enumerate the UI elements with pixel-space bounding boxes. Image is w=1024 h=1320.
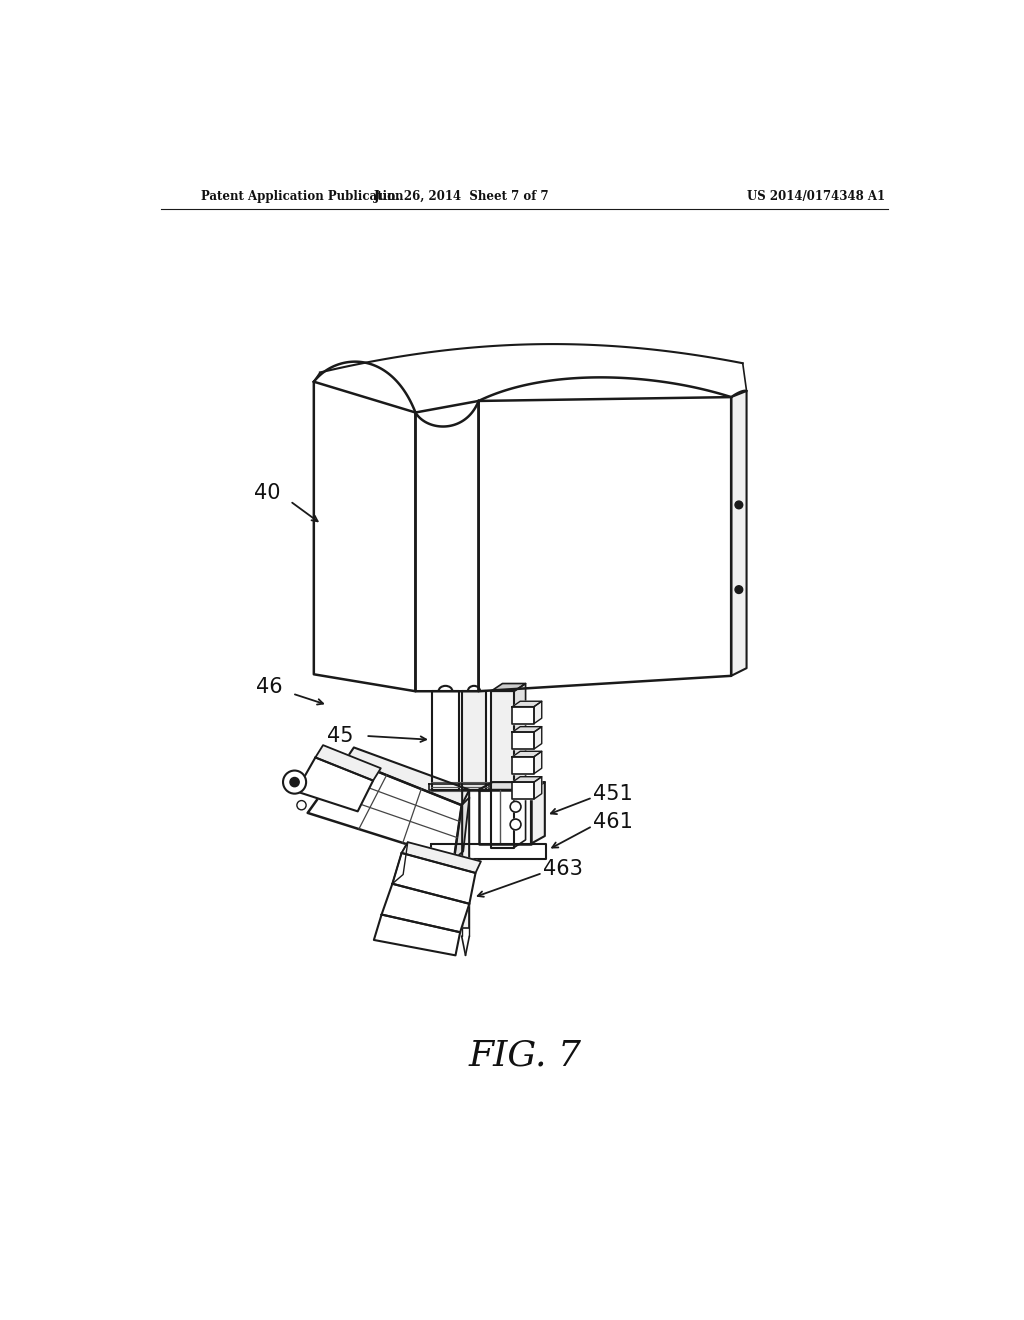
Circle shape (283, 771, 306, 793)
Polygon shape (490, 684, 525, 692)
Polygon shape (432, 692, 460, 789)
Polygon shape (512, 776, 542, 781)
Polygon shape (462, 692, 486, 789)
Polygon shape (512, 726, 542, 733)
Circle shape (735, 586, 742, 594)
Polygon shape (392, 853, 475, 904)
Polygon shape (374, 915, 460, 956)
Polygon shape (512, 781, 535, 799)
Polygon shape (478, 781, 545, 789)
Polygon shape (454, 797, 469, 859)
Polygon shape (512, 756, 535, 774)
Polygon shape (535, 751, 542, 774)
Polygon shape (462, 789, 469, 928)
Text: 45: 45 (328, 726, 354, 746)
Polygon shape (296, 758, 373, 812)
Polygon shape (514, 684, 525, 847)
Polygon shape (382, 884, 469, 932)
Text: 451: 451 (593, 784, 632, 804)
Circle shape (510, 818, 521, 830)
Polygon shape (478, 397, 731, 692)
Polygon shape (416, 401, 478, 692)
Polygon shape (315, 744, 381, 780)
Polygon shape (531, 781, 545, 843)
Polygon shape (512, 733, 535, 748)
Circle shape (735, 502, 742, 508)
Text: FIG. 7: FIG. 7 (468, 1039, 582, 1072)
Polygon shape (429, 784, 489, 789)
Polygon shape (392, 842, 408, 884)
Polygon shape (512, 701, 542, 706)
Text: Patent Application Publication: Patent Application Publication (202, 190, 403, 203)
Text: 46: 46 (256, 677, 283, 697)
Polygon shape (313, 381, 416, 692)
Text: 463: 463 (543, 859, 583, 879)
Polygon shape (512, 751, 542, 756)
Polygon shape (490, 692, 514, 847)
Polygon shape (512, 706, 535, 723)
Polygon shape (478, 789, 531, 843)
Circle shape (297, 800, 306, 810)
Circle shape (510, 801, 521, 812)
Polygon shape (307, 759, 462, 859)
Text: 461: 461 (593, 812, 633, 832)
Polygon shape (731, 391, 746, 676)
Polygon shape (346, 747, 469, 805)
Polygon shape (535, 701, 542, 723)
Polygon shape (431, 843, 547, 859)
Polygon shape (535, 776, 542, 799)
Text: 40: 40 (254, 483, 281, 503)
Circle shape (290, 777, 299, 787)
Polygon shape (401, 842, 481, 873)
Text: Jun. 26, 2014  Sheet 7 of 7: Jun. 26, 2014 Sheet 7 of 7 (374, 190, 550, 203)
Text: US 2014/0174348 A1: US 2014/0174348 A1 (746, 190, 885, 203)
Polygon shape (535, 726, 542, 748)
